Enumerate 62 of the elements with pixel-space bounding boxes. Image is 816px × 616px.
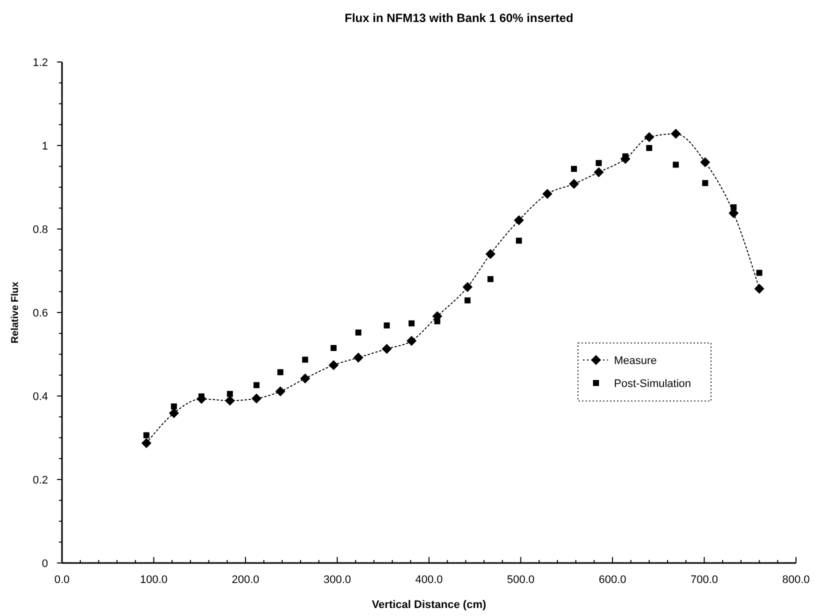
point: [275, 386, 286, 396]
chart-title: Flux in NFM13 with Bank 1 60% inserted: [344, 11, 574, 25]
point: [756, 270, 762, 276]
point: [568, 178, 579, 189]
point: [252, 394, 262, 404]
y-tick-label: 1.2: [32, 57, 48, 69]
y-tick-label: 0.4: [32, 391, 48, 403]
point: [485, 249, 496, 260]
x-tick-label: 600.0: [598, 574, 626, 586]
point: [644, 132, 654, 142]
point: [300, 373, 310, 384]
point: [754, 284, 764, 294]
point: [330, 344, 337, 351]
point: [596, 160, 602, 166]
point: [384, 322, 390, 328]
point: [353, 352, 364, 363]
point: [462, 282, 473, 292]
point: [464, 297, 471, 304]
x-tick-label: 800.0: [782, 574, 810, 586]
point: [516, 238, 522, 244]
point: [355, 330, 362, 336]
point: [328, 360, 339, 370]
x-tick-label: 0.0: [54, 574, 70, 586]
y-tick-label: 0.2: [32, 474, 48, 486]
point: [226, 390, 233, 397]
point: [254, 382, 260, 388]
point: [408, 320, 415, 326]
point: [702, 180, 708, 186]
point: [672, 162, 679, 168]
point: [141, 438, 152, 448]
point: [434, 318, 440, 324]
point: [143, 432, 150, 438]
y-tick-label: 0: [42, 558, 48, 570]
point: [646, 145, 652, 152]
x-tick-label: 400.0: [415, 574, 443, 586]
point: [670, 128, 681, 139]
point: [487, 276, 494, 282]
point: [570, 166, 577, 172]
y-tick-label: 0.6: [32, 308, 48, 320]
point: [277, 369, 284, 376]
x-tick-label: 200.0: [232, 574, 260, 586]
x-axis-title: Vertical Distance (cm): [372, 599, 486, 611]
point: [382, 344, 392, 354]
x-tick-label: 500.0: [506, 574, 535, 586]
legend-label: Measure: [614, 355, 657, 367]
point: [730, 204, 737, 210]
point: [302, 356, 308, 363]
y-tick-label: 1: [42, 140, 48, 152]
point: [514, 215, 524, 226]
point: [168, 408, 179, 418]
y-tick-label: 0.8: [32, 224, 48, 236]
point: [406, 336, 417, 346]
point: [700, 157, 710, 168]
x-tick-label: 100.0: [140, 574, 168, 586]
point: [542, 188, 552, 199]
x-tick-label: 700.0: [690, 574, 718, 586]
legend-label: Post-Simulation: [614, 378, 692, 390]
point: [594, 167, 604, 178]
y-axis-title: Relative Flux: [10, 281, 21, 344]
x-tick-label: 300.0: [323, 574, 352, 586]
point: [224, 396, 235, 406]
point: [170, 403, 177, 410]
